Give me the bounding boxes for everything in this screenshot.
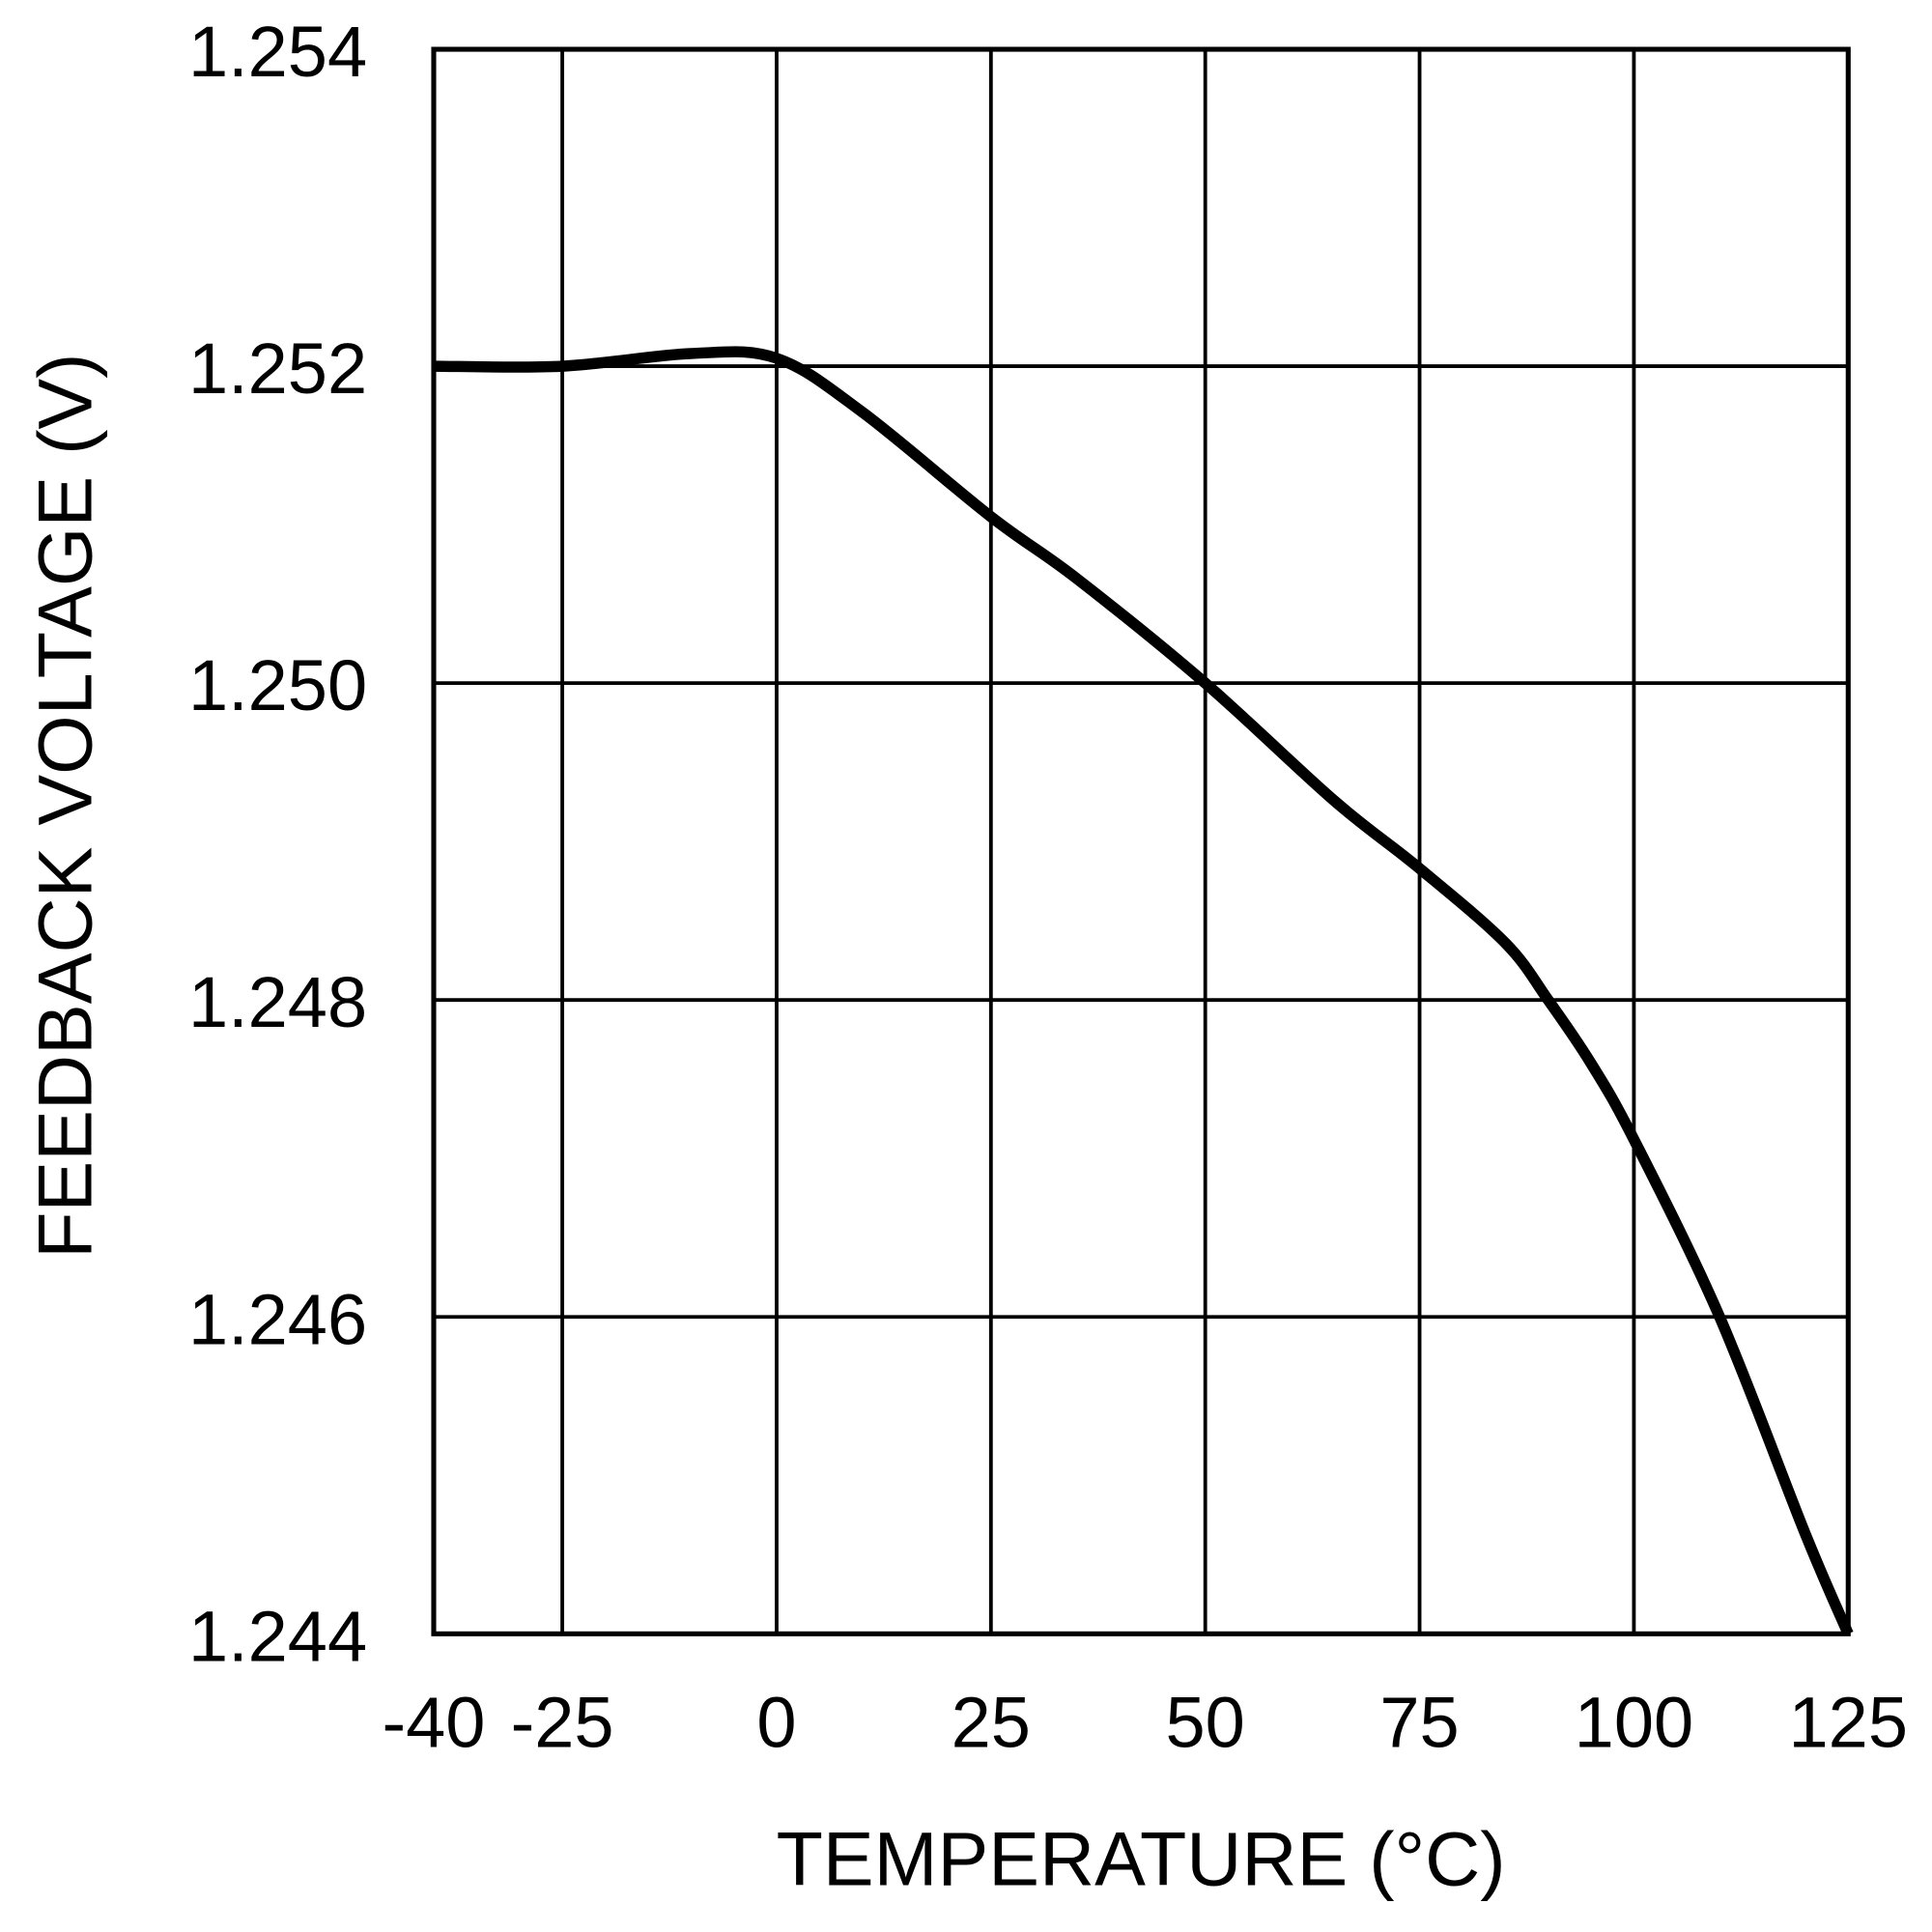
series-line (433, 346, 1854, 1636)
feedback-voltage-curve (433, 346, 1854, 1636)
y-axis-label: FEEDBACK VOLTAGE (V) (21, 353, 107, 1258)
x-tick-label: 75 (1379, 1683, 1459, 1763)
y-tick-label: 1.250 (188, 645, 367, 725)
x-tick-label: 100 (1575, 1683, 1693, 1763)
x-tick-label: 25 (952, 1683, 1031, 1763)
x-tick-label: -25 (511, 1683, 614, 1763)
x-axis-label: TEMPERATURE (°C) (777, 1816, 1506, 1902)
y-tick-label: 1.248 (188, 962, 367, 1042)
y-tick-label: 1.244 (188, 1596, 367, 1676)
y-tick-label: 1.252 (188, 328, 367, 409)
y-tick-label: 1.254 (188, 12, 367, 92)
plot-frame (431, 46, 1851, 1636)
x-tick-label: 50 (1166, 1683, 1245, 1763)
x-tick-labels: -40 -25 0 25 50 75 100 125 (383, 1683, 1908, 1763)
y-tick-labels: 1.244 1.246 1.248 1.250 1.252 1.254 (188, 12, 367, 1676)
y-tick-label: 1.246 (188, 1279, 367, 1359)
x-tick-label: 125 (1789, 1683, 1908, 1763)
x-tick-label: 0 (756, 1683, 796, 1763)
x-tick-label: -40 (383, 1683, 486, 1763)
grid (432, 47, 1851, 1636)
